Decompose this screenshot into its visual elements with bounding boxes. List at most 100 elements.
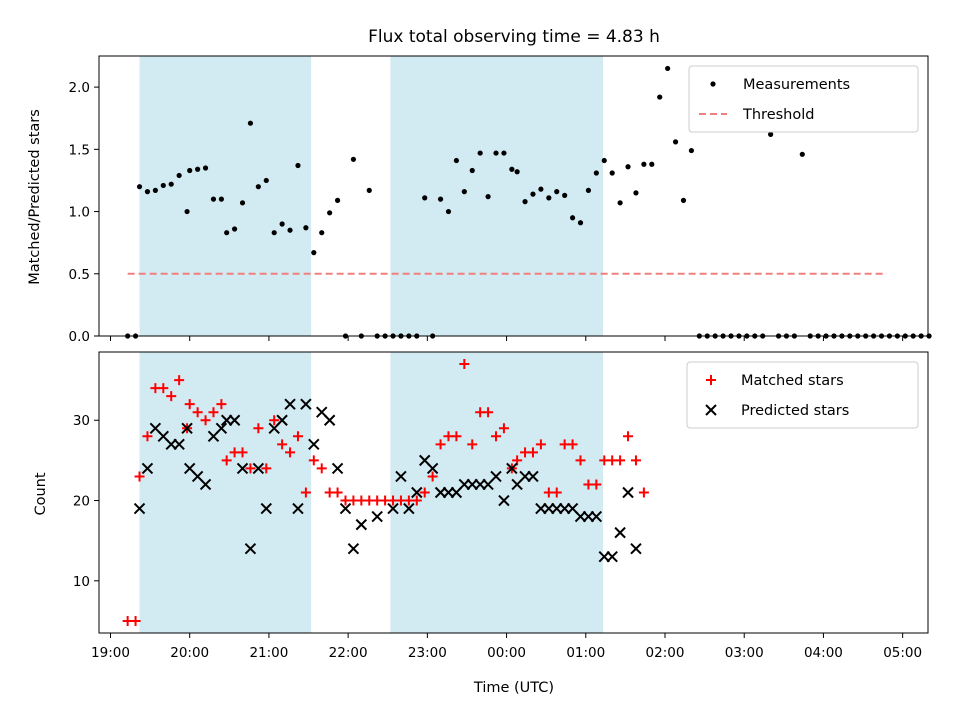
measurement-point: [665, 65, 671, 72]
matched-star-point: [130, 615, 141, 626]
predicted-star-point: [371, 510, 383, 523]
matched-star-point: [411, 495, 422, 506]
legend-entry-label: Matched stars: [741, 373, 844, 389]
matched-star-point: [261, 463, 272, 474]
plot-frame: [98, 351, 929, 634]
legend-x-marker: [705, 404, 717, 416]
measurement-point: [609, 170, 615, 176]
measurement-point: [255, 184, 261, 190]
measurement-point: [469, 167, 475, 174]
bottom-panel: 10 20 30 19:00 20:00 21:00 22:00 23:00 00:00 01:0…: [73, 351, 929, 661]
matched-star-point: [316, 463, 327, 474]
measurement-point: [334, 197, 341, 203]
predicted-star-point: [387, 502, 399, 515]
legend-entry-label: Predicted stars: [741, 403, 849, 419]
shaded-interval: [390, 56, 603, 336]
predicted-star-point: [490, 470, 502, 483]
y-tick-label: 0.5: [69, 267, 90, 283]
measurement-point: [461, 189, 467, 195]
measurement-point: [239, 200, 246, 206]
top-y-axis-label: Matched/Predicted stars: [27, 109, 43, 285]
measurement-point: [160, 182, 166, 189]
x-tick-label: 05:00: [883, 645, 922, 661]
predicted-star-point: [260, 502, 272, 515]
x-tick-label: 03:00: [725, 645, 764, 661]
measurement-point: [287, 227, 293, 233]
matched-star-point: [451, 431, 462, 442]
measurement-point: [633, 190, 639, 196]
predicted-star-point: [199, 478, 212, 491]
measurement-point: [168, 181, 174, 187]
matched-star-point: [184, 399, 195, 410]
x-axis-label: Time (UTC): [473, 680, 554, 696]
predicted-star-point: [292, 502, 304, 515]
predicted-star-point: [284, 398, 296, 410]
measurement-point: [295, 162, 301, 169]
measurement-point: [546, 195, 552, 201]
predicted-star-point: [173, 438, 185, 451]
measurement-point: [210, 196, 217, 202]
measurement-point: [562, 192, 568, 198]
matched-star-point: [459, 359, 470, 370]
measurement-point: [224, 230, 230, 236]
y-tick-label: 30: [73, 413, 90, 429]
predicted-star-point: [141, 462, 154, 475]
predicted-star-point: [355, 518, 368, 531]
x-tick-label: 01:00: [566, 645, 605, 661]
measurement-point: [593, 170, 599, 176]
predicted-star-point: [527, 470, 539, 483]
matched-star-point: [567, 439, 578, 450]
predicted-star-point: [339, 502, 352, 515]
matched-star-point: [467, 439, 478, 450]
legend-box: [688, 65, 919, 133]
x-tick-label: 00:00: [487, 645, 526, 661]
predicted-star-point: [403, 502, 415, 515]
matched-star-point: [527, 447, 538, 458]
measurement-point: [625, 164, 631, 170]
measurement-point: [271, 230, 277, 236]
legend-entry-label: Threshold: [742, 107, 814, 123]
matched-star-point: [551, 487, 562, 498]
predicted-star-point: [323, 414, 336, 426]
matched-star-point: [292, 431, 303, 442]
predicted-star-point: [622, 486, 634, 499]
matched-star-point: [630, 455, 641, 466]
matched-star-point: [535, 439, 546, 450]
measurement-point: [279, 221, 285, 227]
matched-star-point: [483, 407, 494, 418]
measurement-point: [577, 220, 584, 226]
x-tick-label: 23:00: [408, 645, 447, 661]
shaded-interval: [139, 56, 312, 336]
bottom-y-axis-label: Count: [33, 472, 49, 515]
matched-star-point: [142, 431, 153, 442]
measurement-point: [768, 131, 774, 137]
measurement-point: [422, 195, 428, 201]
measurement-point: [303, 225, 309, 231]
shaded-interval: [139, 352, 312, 633]
predicted-star-point: [498, 494, 510, 507]
measurement-point: [672, 139, 679, 145]
matched-star-point: [221, 455, 232, 466]
matched-star-point: [269, 415, 280, 426]
measurement-point: [601, 157, 607, 164]
measurement-point: [641, 161, 647, 167]
measurement-point: [218, 196, 224, 202]
measurement-point: [184, 208, 190, 215]
measurement-point: [538, 186, 544, 192]
matched-star-point: [591, 479, 602, 490]
measurement-point: [680, 197, 687, 203]
y-tick-label: 1.5: [69, 142, 90, 158]
y-tick-label: 10: [73, 574, 90, 590]
matched-star-point: [419, 487, 430, 498]
measurement-point: [514, 169, 520, 175]
matched-star-point: [498, 423, 509, 434]
x-tick-label: 04:00: [804, 645, 843, 661]
y-tick-label: 0.0: [69, 329, 90, 345]
predicted-star-point: [614, 526, 626, 539]
x-tick-label: 20:00: [170, 645, 209, 661]
measurement-point: [554, 189, 560, 195]
predicted-star-point: [347, 542, 360, 555]
measurement-point: [688, 147, 695, 154]
measurement-point: [799, 151, 805, 157]
measurement-point: [585, 187, 592, 193]
